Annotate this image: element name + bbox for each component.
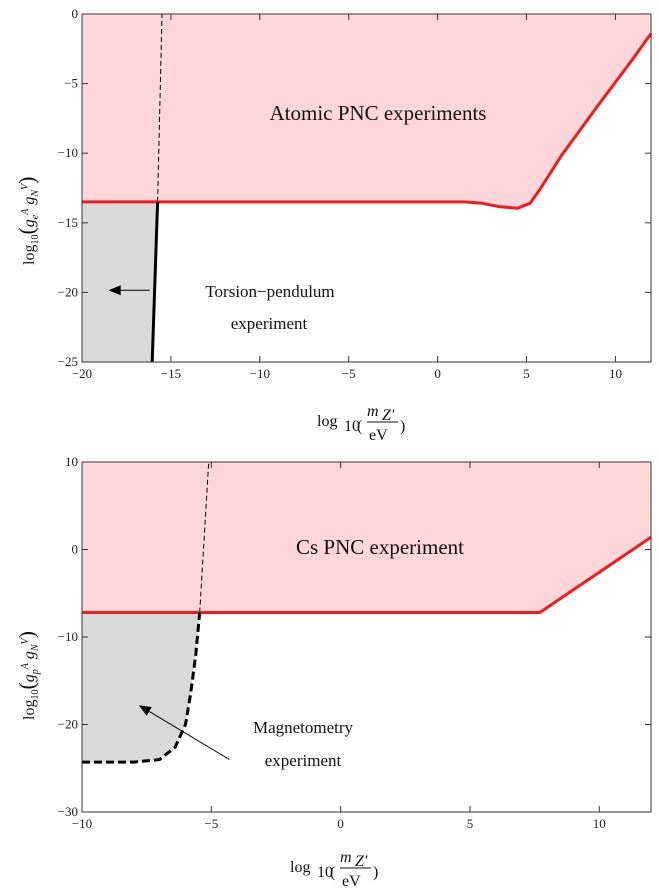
- svg-text:10: 10: [344, 418, 360, 435]
- torsion-excluded-fill: [82, 201, 158, 362]
- svg-text:eV: eV: [369, 427, 388, 444]
- bound-label-line1: Magnetometry: [253, 718, 354, 737]
- arrow-head: [108, 285, 121, 296]
- magnetometry-bound-line: [82, 612, 202, 764]
- magnetometry-excluded-fill: [82, 612, 200, 763]
- bound-label-line2: experiment: [265, 751, 342, 770]
- panel-top: −20 −15 −10 −5 0 5 100−5−10−15−20−25 Atomic PN…: [14, 6, 653, 444]
- torsion-bound-line: [150, 201, 160, 363]
- x-tick-label: −20: [72, 366, 92, 381]
- svg-text:log: log: [290, 859, 310, 876]
- x-axis-label: log 10 ( m Z′ eV ): [317, 403, 405, 444]
- y-tick-label: −5: [64, 76, 78, 91]
- svg-text:10: 10: [317, 864, 333, 881]
- y-tick-label: −20: [58, 717, 78, 732]
- annotation-arrow: [138, 705, 230, 760]
- plot-frame: [81, 13, 652, 363]
- excluded-region-fill: [82, 14, 651, 209]
- x-axis-label: log 10 ( m Z′ eV ): [290, 849, 378, 890]
- y-tick-label: 0: [72, 542, 79, 557]
- x-tick-label: 0: [337, 816, 344, 831]
- x-tick-label: −10: [72, 816, 92, 831]
- magnetometry-bound-extension: [199, 461, 210, 613]
- axis-ticks: −10 −5 0 5 10 10 0 −10 −20 −30: [58, 454, 651, 831]
- x-tick-label: 5: [467, 816, 474, 831]
- arrow-head: [138, 705, 152, 716]
- y-tick-label: −10: [58, 145, 78, 160]
- svg-text:): ): [373, 864, 378, 881]
- x-tick-label: 5: [523, 366, 530, 381]
- svg-text:Z′: Z′: [382, 407, 395, 424]
- x-tick-label: 10: [609, 366, 622, 381]
- y-tick-label: −15: [58, 215, 78, 230]
- region-label: Cs PNC experiment: [296, 535, 464, 559]
- svg-text:(: (: [330, 864, 335, 881]
- y-tick-label: −10: [58, 629, 78, 644]
- region-label: Atomic PNC experiments: [270, 101, 487, 125]
- svg-text:m: m: [340, 849, 352, 866]
- svg-text:): ): [400, 418, 405, 435]
- svg-text:Z′: Z′: [355, 853, 368, 870]
- y-axis-label: log10(gpA gNV): [14, 631, 41, 720]
- svg-text:(: (: [357, 418, 362, 435]
- bound-label-line2: experiment: [231, 314, 308, 333]
- x-tick-label: −5: [342, 366, 356, 381]
- x-tick-label: 0: [434, 366, 441, 381]
- svg-text:log10(geA gNV): log10(geA gNV): [14, 177, 41, 265]
- x-tick-label: −5: [204, 816, 218, 831]
- excluded-region-fill: [82, 462, 651, 613]
- torsion-bound-extension: [157, 13, 163, 202]
- y-tick-label: 0: [72, 6, 79, 21]
- x-tick-label: −15: [161, 366, 181, 381]
- svg-text:log: log: [317, 413, 337, 430]
- pnc-bound-line: [82, 536, 652, 614]
- svg-text:log10(gpA gNV): log10(gpA gNV): [14, 631, 41, 720]
- y-tick-label: −25: [58, 354, 78, 369]
- y-tick-label: 10: [65, 454, 78, 469]
- axis-ticks: −20 −15 −10 −5 0 5 100−5−10−15−20−25: [58, 6, 651, 381]
- bound-label-line1: Torsion−pendulum: [205, 282, 334, 301]
- svg-text:eV: eV: [342, 873, 361, 890]
- x-tick-label: −10: [250, 366, 270, 381]
- y-tick-label: −30: [58, 804, 78, 819]
- y-tick-label: −20: [58, 284, 78, 299]
- svg-text:m: m: [367, 403, 379, 420]
- annotation-arrow: [108, 285, 150, 296]
- arrow-shaft: [148, 710, 230, 760]
- x-tick-label: 10: [593, 816, 606, 831]
- pnc-bound-line: [82, 32, 653, 210]
- y-axis-label: log10(geA gNV): [14, 177, 41, 265]
